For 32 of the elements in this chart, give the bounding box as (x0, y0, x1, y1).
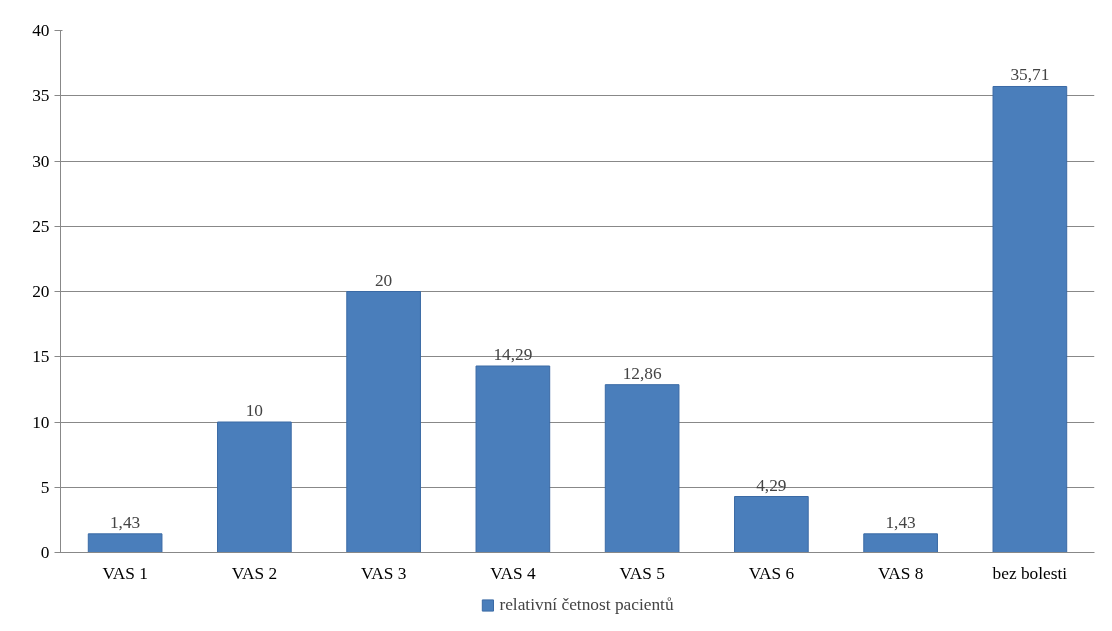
y-tick-label: 40 (32, 21, 50, 40)
x-tick-label: VAS 8 (877, 563, 924, 583)
y-tick-label: 5 (40, 477, 50, 497)
y-tick-label: 25 (32, 216, 50, 236)
data-label: 12,86 (622, 363, 662, 383)
x-tick-label: VAS 4 (490, 563, 536, 583)
x-tick-label: VAS 1 (102, 563, 148, 583)
x-tick-label: VAS 2 (231, 563, 278, 583)
bar (475, 365, 551, 553)
data-label: 1,43 (109, 512, 141, 532)
bar (992, 85, 1068, 553)
data-label: 1,43 (885, 512, 916, 532)
data-label: 35,71 (1010, 65, 1050, 85)
bar (604, 384, 680, 553)
y-tick-label: 15 (32, 347, 50, 367)
y-tick-label: 20 (32, 282, 50, 301)
y-tick-label: 30 (32, 151, 50, 171)
x-tick-label: VAS 3 (360, 563, 407, 583)
x-tick-label: VAS 6 (748, 563, 795, 583)
bar (217, 421, 292, 553)
y-tick-label: 10 (32, 412, 50, 432)
legend-label: relativní četnost pacientů (499, 595, 674, 615)
data-label: 10 (245, 401, 264, 420)
y-tick-label: 0 (40, 543, 50, 562)
data-label: 20 (374, 270, 393, 290)
bar (87, 533, 163, 553)
y-tick-label: 35 (32, 86, 50, 106)
x-tick-label: VAS 5 (619, 563, 665, 583)
x-tick-label: bez bolesti (992, 563, 1068, 583)
bar (346, 291, 421, 553)
bar (734, 496, 809, 553)
bar (863, 533, 938, 553)
